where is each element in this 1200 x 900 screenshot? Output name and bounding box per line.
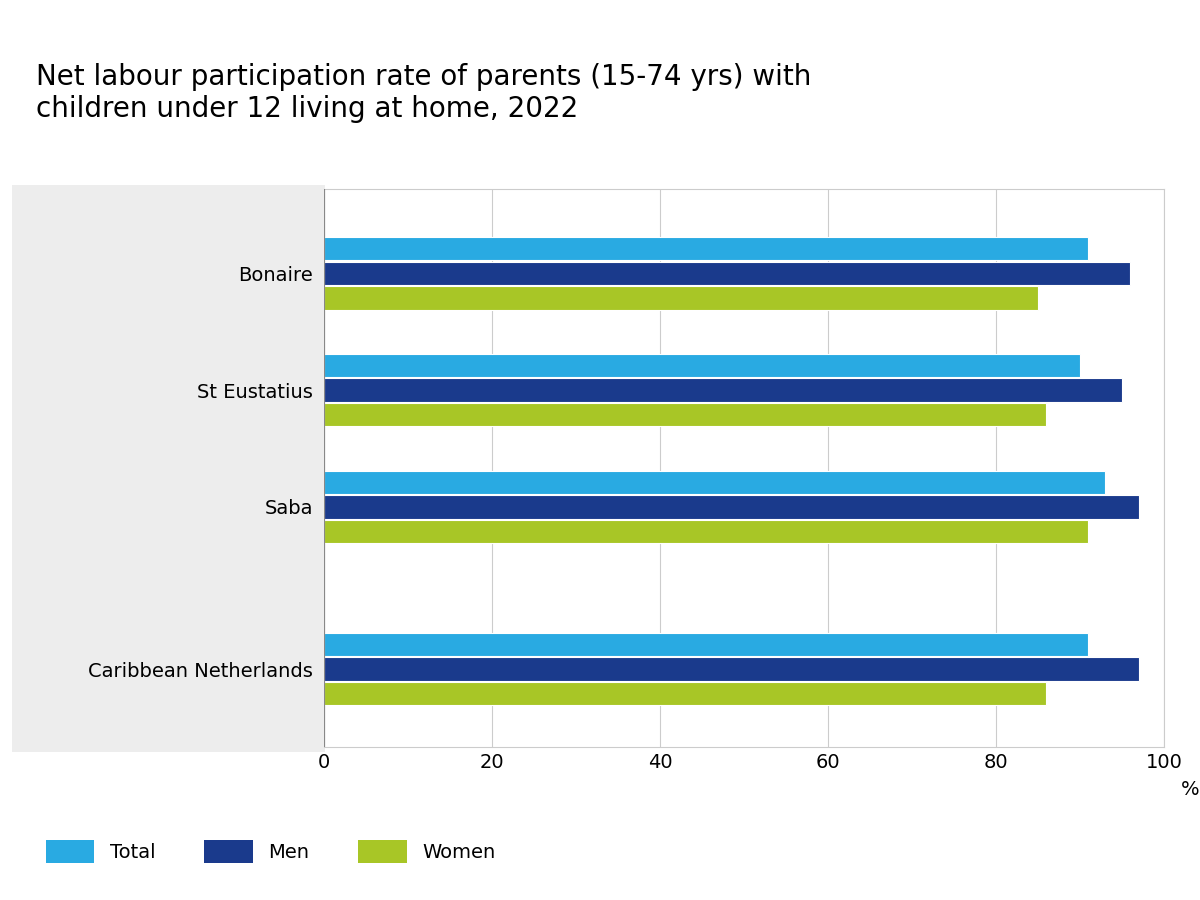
- Bar: [324, 520, 1088, 544]
- Bar: [324, 682, 1046, 706]
- Bar: [324, 495, 1139, 518]
- Bar: [324, 286, 1038, 310]
- Bar: [324, 379, 1122, 401]
- Bar: [324, 403, 1046, 427]
- Text: Net labour participation rate of parents (15-74 yrs) with
children under 12 livi: Net labour participation rate of parents…: [36, 63, 811, 123]
- Bar: [324, 354, 1080, 377]
- Legend: Total, Men, Women: Total, Men, Women: [46, 840, 496, 863]
- Bar: [324, 262, 1130, 285]
- Text: %: %: [1181, 780, 1200, 799]
- Bar: [324, 237, 1088, 260]
- Bar: [324, 658, 1139, 680]
- Bar: [324, 471, 1105, 494]
- Bar: [324, 633, 1088, 656]
